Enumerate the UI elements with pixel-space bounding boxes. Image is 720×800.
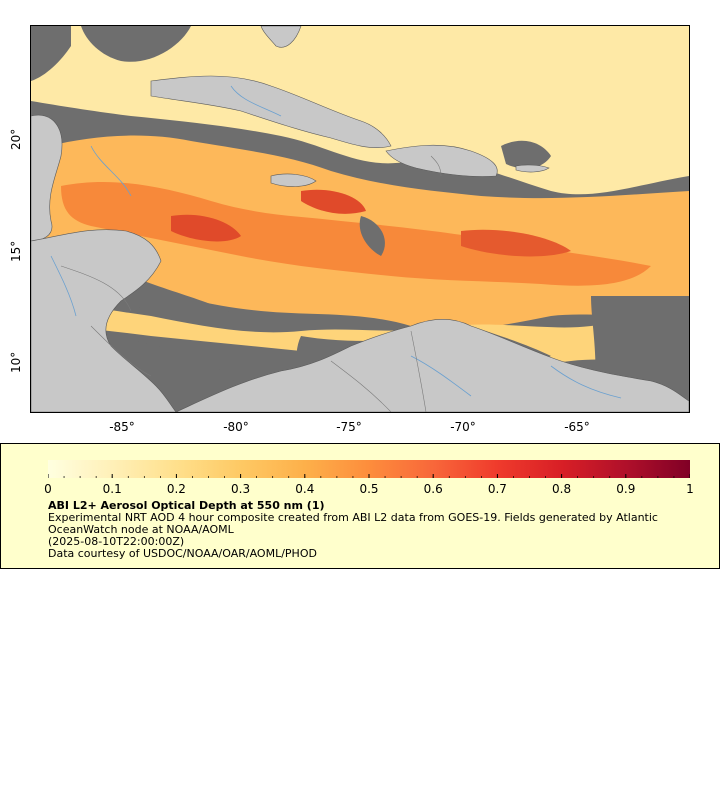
legend-title: ABI L2+ Aerosol Optical Depth at 550 nm …: [48, 499, 325, 512]
aod-map: [30, 25, 690, 413]
jamaica: [270, 173, 317, 187]
colorbar-tick-label: 0: [44, 482, 52, 496]
central-america-south: [31, 229, 177, 412]
cuba: [150, 75, 392, 149]
legend-timestamp: (2025-08-10T22:00:00Z): [48, 535, 185, 548]
map-canvas: [31, 26, 689, 412]
legend-credit: Data courtesy of USDOC/NOAA/OAR/AOML/PHO…: [48, 547, 317, 560]
colorbar-tick-label: 0.4: [295, 482, 315, 496]
hispaniola: [385, 144, 498, 177]
colorbar-gradient: [48, 460, 690, 478]
colorbar-ticks: [48, 474, 690, 478]
colorbar-tick-label: 0.6: [423, 482, 443, 496]
x-tick-label: -85°: [109, 420, 135, 434]
x-tick-label: -75°: [336, 420, 362, 434]
colorbar: [48, 460, 690, 478]
land-masses: [31, 26, 689, 412]
florida: [260, 26, 302, 48]
colorbar-tick-label: 0.1: [102, 482, 122, 496]
x-tick-label: -80°: [223, 420, 249, 434]
legend-text: ABI L2+ Aerosol Optical Depth at 550 nm …: [48, 500, 698, 560]
colorbar-tick-label: 0.3: [231, 482, 251, 496]
y-tick-label: 20°: [9, 128, 23, 150]
south-america: [175, 318, 689, 412]
colorbar-tick-label: 0.9: [616, 482, 636, 496]
x-tick-label: -70°: [450, 420, 476, 434]
colorbar-tick-label: 1: [686, 482, 694, 496]
colorbar-tick-label: 0.8: [552, 482, 572, 496]
colorbar-tick-label: 0.2: [166, 482, 186, 496]
puerto-rico: [515, 164, 550, 173]
central-america: [31, 114, 63, 242]
y-tick-label: 15°: [9, 240, 23, 262]
legend-description: Experimental NRT AOD 4 hour composite cr…: [48, 511, 658, 536]
x-tick-label: -65°: [564, 420, 590, 434]
borders: [60, 155, 442, 412]
colorbar-tick-label: 0.5: [359, 482, 379, 496]
legend-panel: 0 0.1 0.2 0.3 0.4 0.5 0.6 0.7 0.8 0.9 1 ABI L2+ Ae…: [0, 443, 720, 569]
y-tick-label: 10°: [9, 351, 23, 373]
rivers: [50, 85, 622, 399]
colorbar-tick-label: 0.7: [487, 482, 507, 496]
